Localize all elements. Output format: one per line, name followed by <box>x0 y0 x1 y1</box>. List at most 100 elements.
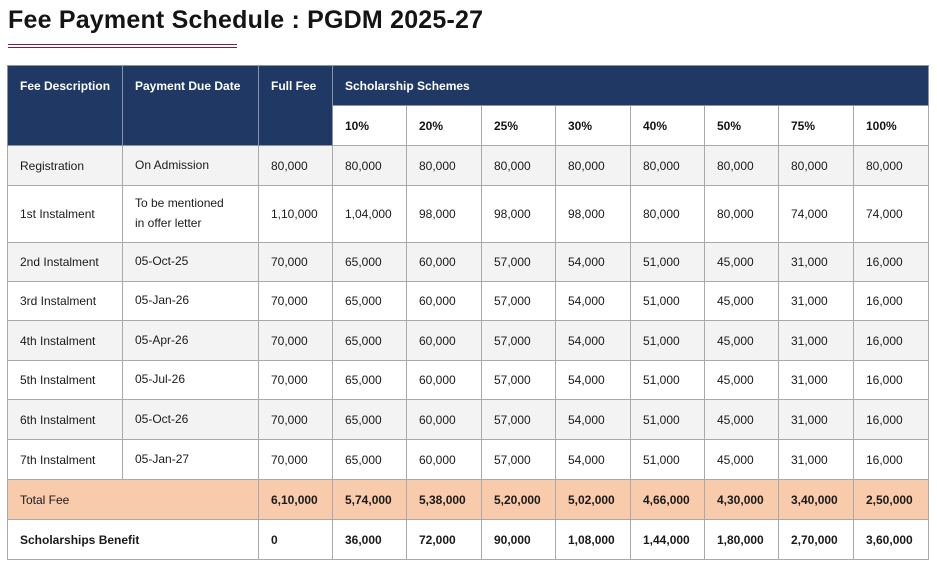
scheme-value-cell: 31,000 <box>778 320 854 361</box>
table-row-instalment-2: 2nd Instalment 05-Oct-25 70,000 65,000 6… <box>7 242 930 282</box>
header-scheme-50: 50% <box>704 105 779 146</box>
scheme-value-cell: 98,000 <box>481 185 556 243</box>
total-scheme-value-cell: 4,30,000 <box>704 479 779 520</box>
table-row-registration: Registration On Admission 80,000 80,000 … <box>7 145 930 186</box>
scheme-value-cell: 98,000 <box>555 185 631 243</box>
header-scheme-10: 10% <box>332 105 407 146</box>
fee-description-cell: 7th Instalment <box>7 439 123 480</box>
total-scheme-value-cell: 2,50,000 <box>852 479 930 520</box>
scheme-value-cell: 45,000 <box>704 281 779 321</box>
due-date-cell: To be mentioned in offer letter <box>122 185 259 243</box>
benefit-scheme-value-cell: 90,000 <box>481 519 556 560</box>
total-scheme-value-cell: 5,74,000 <box>332 479 407 520</box>
benefit-scheme-value-cell: 3,60,000 <box>852 519 930 560</box>
benefit-scheme-value-cell: 36,000 <box>332 519 407 560</box>
scheme-value-cell: 80,000 <box>406 145 482 186</box>
scheme-value-cell: 54,000 <box>555 399 631 440</box>
benefit-full-fee-cell: 0 <box>258 519 333 560</box>
scheme-value-cell: 16,000 <box>852 360 930 400</box>
scheme-value-cell: 16,000 <box>852 242 930 282</box>
header-row-main: Fee Description Payment Due Date Full Fe… <box>7 65 930 146</box>
scheme-value-cell: 65,000 <box>332 242 407 282</box>
header-payment-due-date: Payment Due Date <box>122 65 259 146</box>
table-row-instalment-4: 4th Instalment 05-Apr-26 70,000 65,000 6… <box>7 320 930 361</box>
scheme-value-cell: 80,000 <box>778 145 854 186</box>
due-date-cell: 05-Oct-25 <box>122 242 259 282</box>
scheme-value-cell: 60,000 <box>406 439 482 480</box>
full-fee-cell: 70,000 <box>258 242 333 282</box>
fee-description-cell: 1st Instalment <box>7 185 123 243</box>
scheme-value-cell: 16,000 <box>852 320 930 361</box>
scheme-value-cell: 51,000 <box>630 281 705 321</box>
total-fee-row: Total Fee 6,10,000 5,74,000 5,38,000 5,2… <box>7 479 930 520</box>
scheme-value-cell: 31,000 <box>778 399 854 440</box>
scheme-value-cell: 57,000 <box>481 360 556 400</box>
total-full-fee-cell: 6,10,000 <box>258 479 333 520</box>
scholarships-benefit-row: Scholarships Benefit 0 36,000 72,000 90,… <box>7 519 930 560</box>
table-row-instalment-3: 3rd Instalment 05-Jan-26 70,000 65,000 6… <box>7 281 930 321</box>
scheme-value-cell: 74,000 <box>778 185 854 243</box>
header-scholarship-schemes: Scholarship Schemes <box>331 65 930 106</box>
header-scheme-100: 100% <box>852 105 930 146</box>
table-row-instalment-6: 6th Instalment 05-Oct-26 70,000 65,000 6… <box>7 399 930 440</box>
scheme-value-cell: 51,000 <box>630 360 705 400</box>
scheme-value-cell: 98,000 <box>406 185 482 243</box>
header-scheme-40: 40% <box>630 105 705 146</box>
scheme-value-cell: 51,000 <box>630 439 705 480</box>
scheme-value-cell: 65,000 <box>332 399 407 440</box>
scheme-value-cell: 51,000 <box>630 242 705 282</box>
full-fee-cell: 70,000 <box>258 360 333 400</box>
header-fee-description: Fee Description <box>7 65 123 146</box>
scheme-value-cell: 51,000 <box>630 320 705 361</box>
scheme-value-cell: 45,000 <box>704 360 779 400</box>
title-underline <box>8 44 237 48</box>
scheme-value-cell: 45,000 <box>704 439 779 480</box>
scheme-value-cell: 45,000 <box>704 242 779 282</box>
scheme-value-cell: 51,000 <box>630 399 705 440</box>
scheme-value-cell: 60,000 <box>406 360 482 400</box>
full-fee-cell: 70,000 <box>258 320 333 361</box>
scheme-value-cell: 65,000 <box>332 281 407 321</box>
benefit-scheme-value-cell: 1,44,000 <box>630 519 705 560</box>
scheme-value-cell: 57,000 <box>481 242 556 282</box>
full-fee-cell: 70,000 <box>258 281 333 321</box>
scheme-value-cell: 54,000 <box>555 360 631 400</box>
due-date-cell: 05-Jan-26 <box>122 281 259 321</box>
scheme-value-cell: 54,000 <box>555 281 631 321</box>
scheme-value-cell: 65,000 <box>332 320 407 361</box>
total-scheme-value-cell: 3,40,000 <box>778 479 854 520</box>
scheme-value-cell: 80,000 <box>630 145 705 186</box>
scholarships-benefit-label: Scholarships Benefit <box>7 519 259 560</box>
scheme-value-cell: 54,000 <box>555 242 631 282</box>
full-fee-cell: 70,000 <box>258 399 333 440</box>
scheme-value-cell: 57,000 <box>481 439 556 480</box>
scheme-value-cell: 57,000 <box>481 281 556 321</box>
scheme-value-cell: 31,000 <box>778 360 854 400</box>
fee-description-cell: 2nd Instalment <box>7 242 123 282</box>
fee-description-cell: 4th Instalment <box>7 320 123 361</box>
due-date-cell: 05-Oct-26 <box>122 399 259 440</box>
scheme-value-cell: 60,000 <box>406 320 482 361</box>
fee-schedule-table: Fee Description Payment Due Date Full Fe… <box>7 65 930 560</box>
due-date-cell: 05-Apr-26 <box>122 320 259 361</box>
scheme-value-cell: 31,000 <box>778 242 854 282</box>
due-date-cell: 05-Jan-27 <box>122 439 259 480</box>
scheme-value-cell: 65,000 <box>332 360 407 400</box>
scheme-value-cell: 60,000 <box>406 281 482 321</box>
scheme-value-cell: 54,000 <box>555 439 631 480</box>
page-title: Fee Payment Schedule : PGDM 2025-27 <box>8 6 484 34</box>
header-full-fee: Full Fee <box>258 65 333 146</box>
table-row-instalment-7: 7th Instalment 05-Jan-27 70,000 65,000 6… <box>7 439 930 480</box>
scheme-value-cell: 60,000 <box>406 242 482 282</box>
scheme-value-cell: 74,000 <box>852 185 930 243</box>
fee-description-cell: 5th Instalment <box>7 360 123 400</box>
scheme-value-cell: 31,000 <box>778 281 854 321</box>
scheme-value-cell: 57,000 <box>481 320 556 361</box>
scheme-value-cell: 60,000 <box>406 399 482 440</box>
scheme-value-cell: 45,000 <box>704 399 779 440</box>
total-scheme-value-cell: 5,38,000 <box>406 479 482 520</box>
fee-description-cell: 3rd Instalment <box>7 281 123 321</box>
total-scheme-value-cell: 5,20,000 <box>481 479 556 520</box>
table-row-instalment-1: 1st Instalment To be mentioned in offer … <box>7 185 930 243</box>
